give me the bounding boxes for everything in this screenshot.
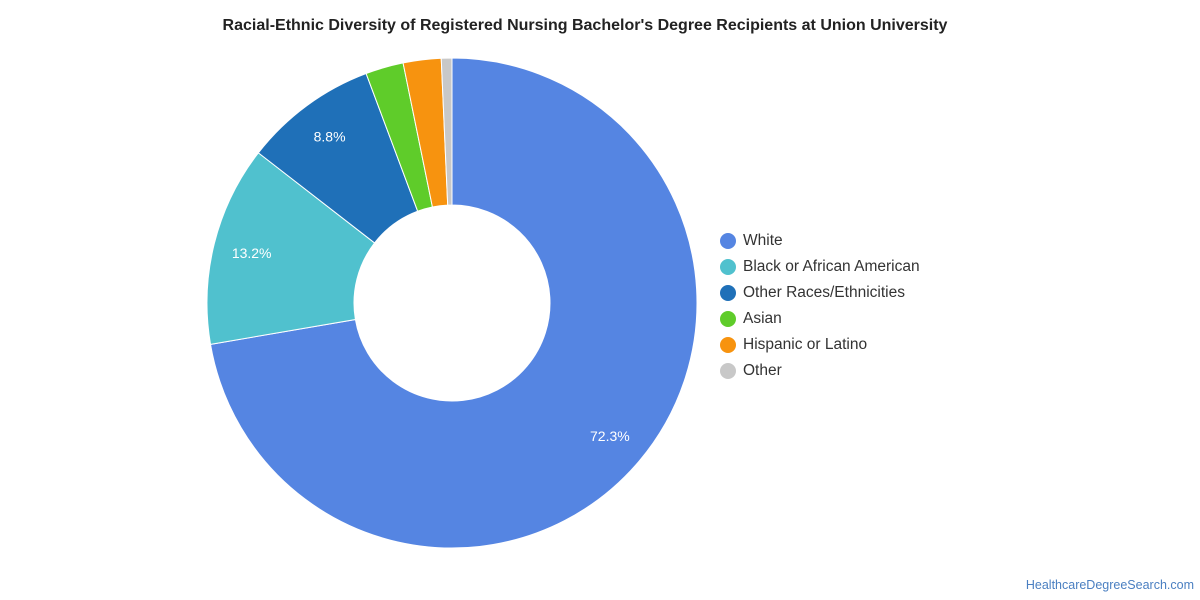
legend-label: Black or African American	[743, 258, 920, 275]
slice-black-or-african-american[interactable]	[206, 152, 376, 345]
legend-item-black-or-african-american[interactable]: Black or African American	[720, 254, 920, 280]
legend-label: Hispanic or Latino	[743, 336, 868, 353]
legend-item-white[interactable]: White	[720, 228, 920, 254]
slice-other[interactable]	[440, 57, 453, 206]
slice-label-white: 72.3%	[590, 428, 630, 444]
chart-title: Racial-Ethnic Diversity of Registered Nu…	[222, 17, 948, 34]
slice-white[interactable]	[209, 57, 698, 549]
legend-swatch	[720, 311, 736, 327]
legend-swatch	[720, 233, 736, 249]
slice-label-other-races-ethnicities: 8.8%	[314, 129, 346, 145]
legend-item-other[interactable]: Other	[720, 358, 920, 384]
legend-item-other-races-ethnicities[interactable]: Other Races/Ethnicities	[720, 280, 920, 306]
slice-label-black-or-african-american: 13.2%	[232, 245, 272, 261]
legend-label: Asian	[743, 310, 782, 327]
legend-item-asian[interactable]: Asian	[720, 306, 920, 332]
donut-slices	[206, 57, 698, 549]
source-link[interactable]: HealthcareDegreeSearch.com	[1025, 578, 1194, 592]
slice-labels: 72.3% 13.2% 8.8%	[232, 129, 630, 444]
legend-label: White	[743, 232, 783, 249]
legend-swatch	[720, 259, 736, 275]
legend-swatch	[720, 363, 736, 379]
legend-label: Other Races/Ethnicities	[743, 284, 905, 301]
chart-legend: White Black or African American Other Race…	[720, 228, 920, 384]
legend-swatch	[720, 285, 736, 301]
legend-item-hispanic-or-latino[interactable]: Hispanic or Latino	[720, 332, 920, 358]
legend-swatch	[720, 337, 736, 353]
legend-label: Other	[743, 362, 782, 379]
